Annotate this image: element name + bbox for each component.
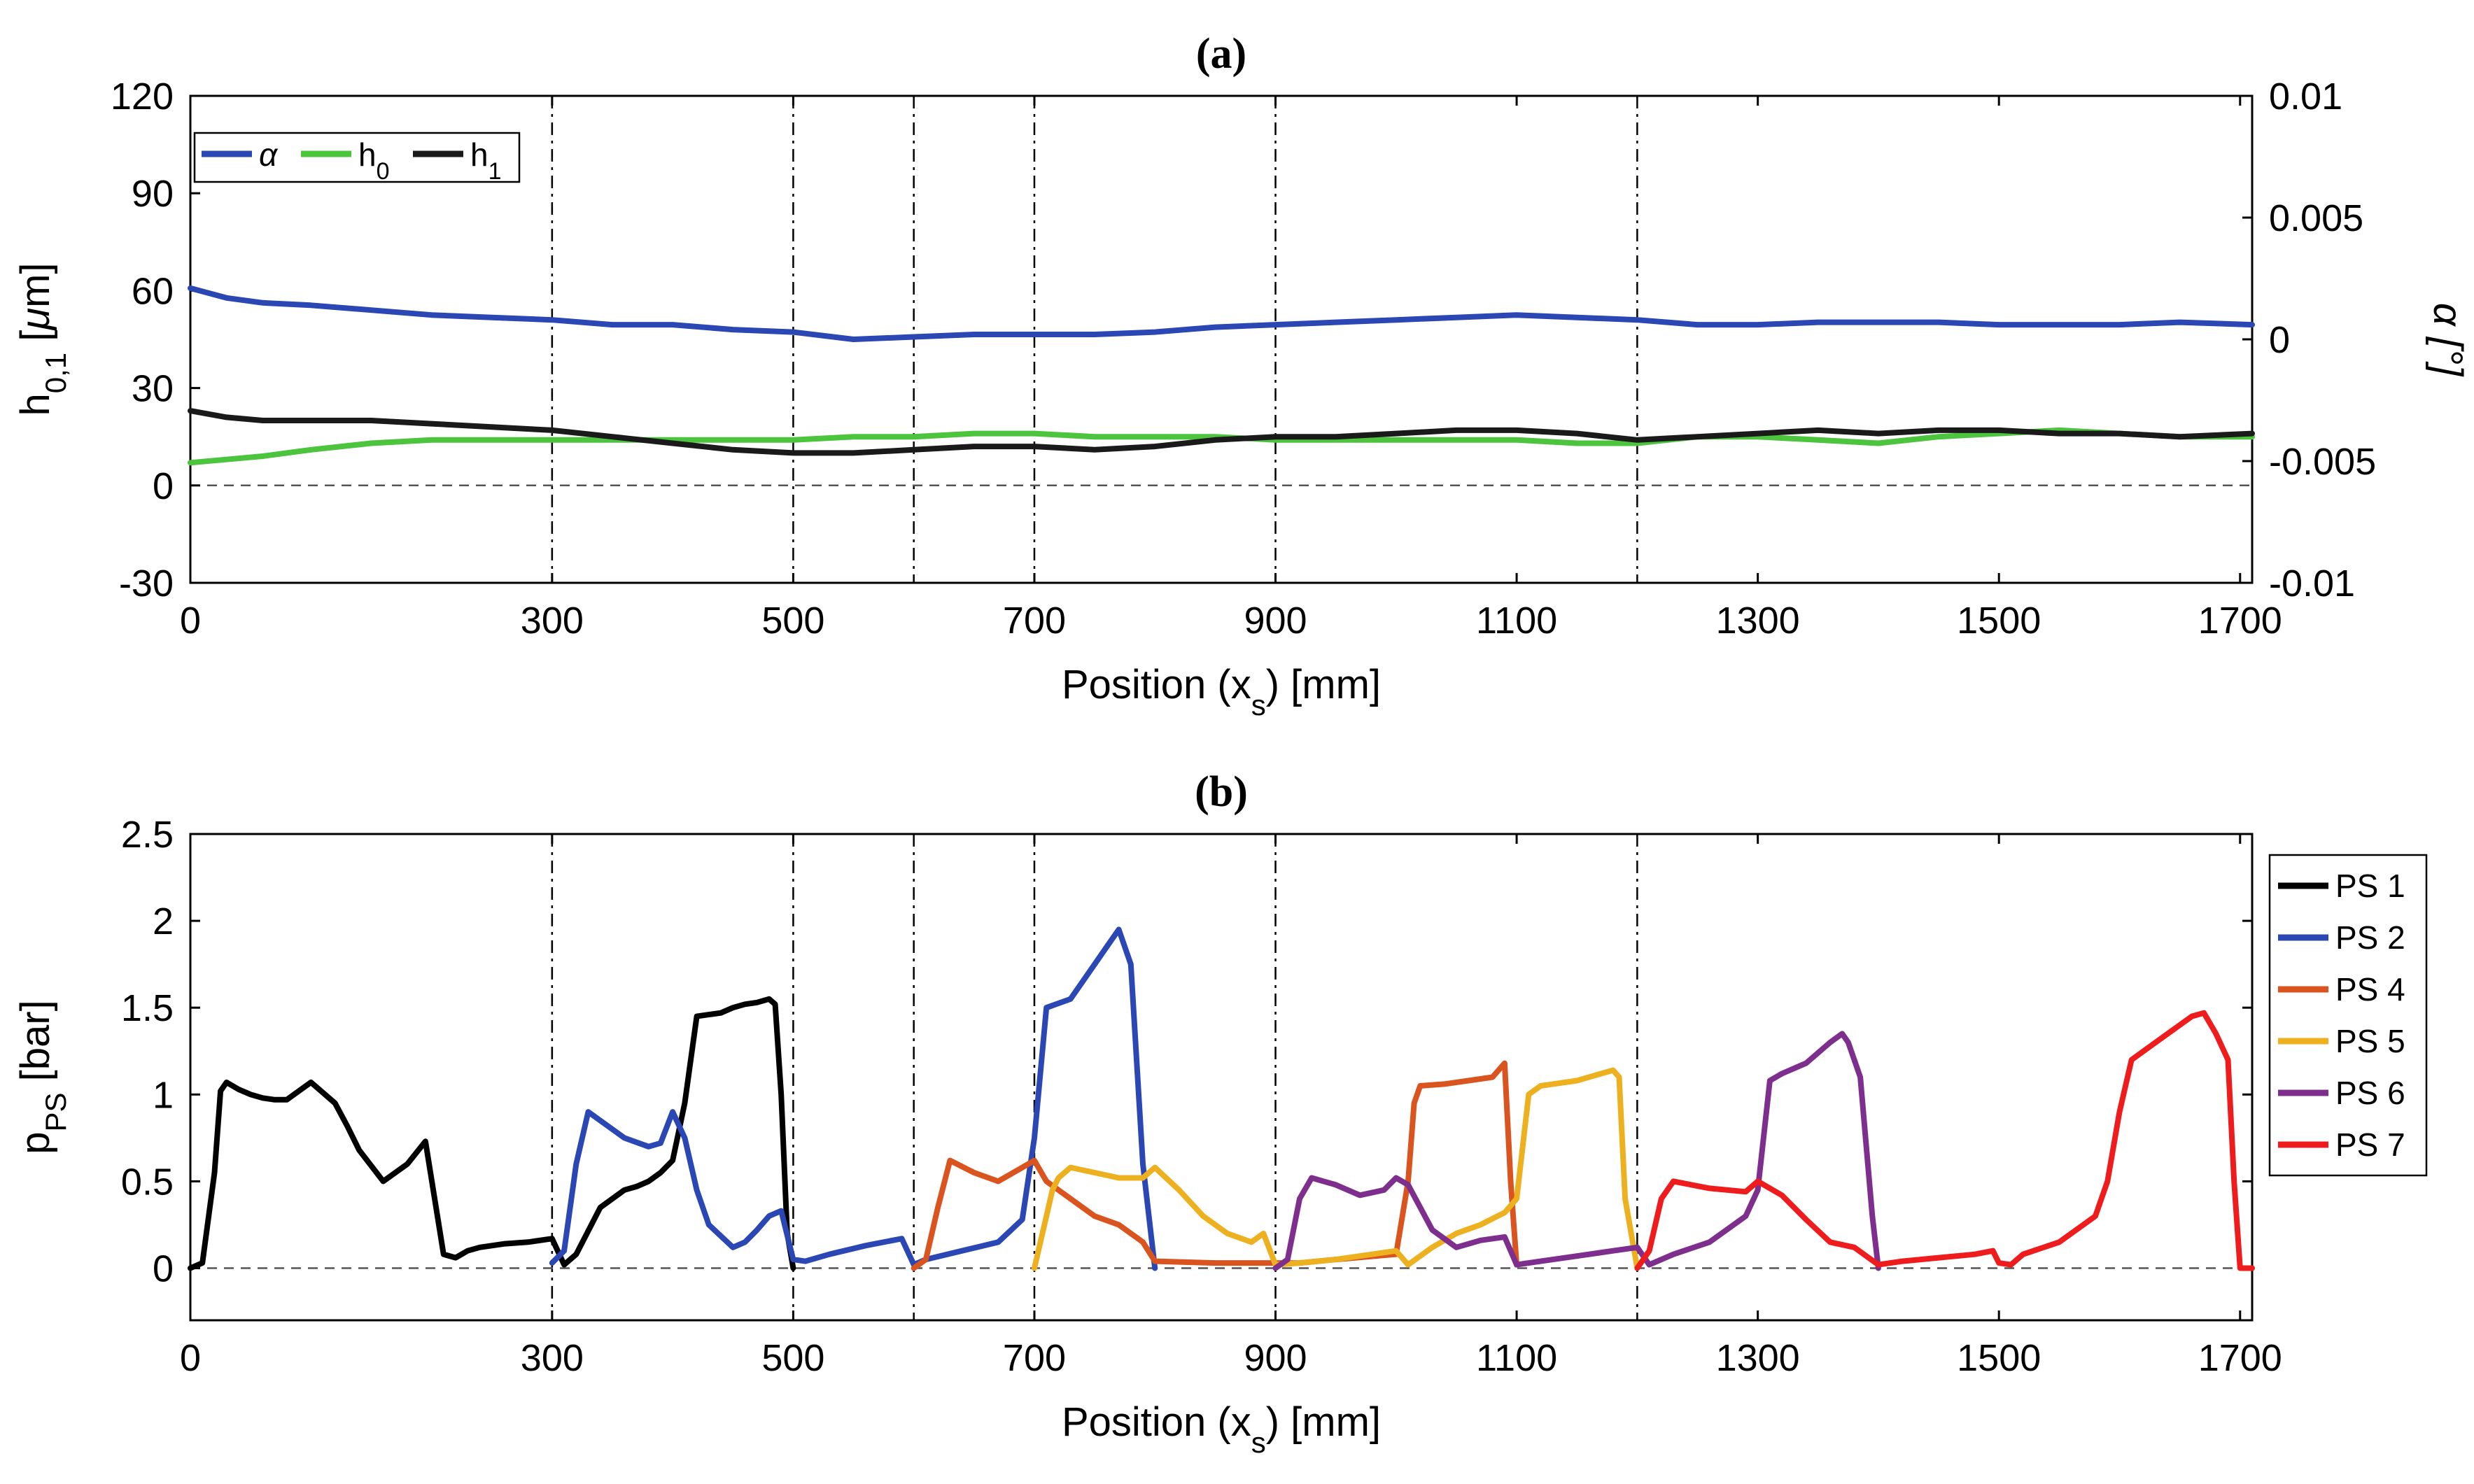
x-tick-label: 700 [1003,600,1066,642]
panel-a: (a)0 300 500 700 900 1100 1300 1500 1700-3003060… [13,30,2471,721]
y-tick-label: 0.5 [121,1161,174,1203]
legend-label: h1 [470,136,502,185]
y-tick-label: 0 [153,465,174,507]
legend-label: PS 7 [2335,1126,2405,1163]
y-right-tick-label: -0.005 [2269,441,2376,483]
x-tick-label: 500 [761,1337,824,1379]
x-tick-label: 900 [1244,1337,1307,1379]
y-right-tick-label: 0 [2269,319,2290,361]
y-tick-label: 2.5 [121,814,174,856]
x-tick-label: 1100 [1476,600,1557,642]
legend-label: h0 [358,136,390,185]
x-axis-label: Position (xs) [mm] [1062,1399,1381,1459]
y-axis-label: h0,1 [μm] [13,262,72,416]
y-right-tick-label: 0.005 [2269,197,2363,239]
panel-title: (b) [1195,768,1248,816]
x-tick-label: 1500 [1957,1337,2041,1379]
x-tick-label: 300 [521,600,584,642]
x-tick-label: 1700 [2198,600,2282,642]
legend-box [2268,854,2428,1177]
series-line-ps-5 [1032,1067,1640,1271]
y-tick-label: -30 [119,563,174,605]
x-tick-label: 500 [761,600,824,642]
series-line-h_0 [188,427,2255,466]
x-tick-label: 1700 [2198,1337,2282,1379]
series-line-α [188,285,2255,342]
y-tick-label: 120 [111,76,174,118]
series-line-h_1 [188,408,2255,456]
x-tick-label: 0 [180,1337,201,1379]
y-right-tick-label: -0.01 [2269,563,2355,605]
x-tick-label: 900 [1244,600,1307,642]
legend-label: PS 2 [2335,919,2405,956]
y-tick-label: 1 [153,1074,174,1116]
x-tick-label: 1300 [1716,1337,1800,1379]
y-tick-label: 60 [132,270,174,312]
x-tick-label: 1100 [1476,1337,1557,1379]
legend-label: PS 1 [2335,868,2405,904]
plot-frame [189,833,2254,1322]
legend: α h0 h1 [193,132,521,185]
legend-label: PS 4 [2335,971,2405,1008]
legend-box [193,132,521,183]
y-tick-label: 1.5 [121,987,174,1029]
panel-b: (b) 0 300 500 700 900 1100 1300 1500 1700 0 0.5 1 1.5… [13,768,2428,1459]
x-tick-label: 1500 [1957,600,2041,642]
x-tick-label: 0 [180,600,201,642]
y-tick-label: 0 [153,1248,174,1290]
legend-label: PS 6 [2335,1075,2405,1111]
series-line-ps-7 [1634,1010,2255,1271]
x-axis-label: Position (xs) [mm] [1062,662,1381,721]
series-line-ps-2 [549,926,1158,1271]
y-tick-label: 30 [132,368,174,410]
y-axis-label: pPS [bar] [13,1000,72,1154]
series-line-ps-4 [911,1060,1520,1271]
series-line-ps-1 [188,996,796,1271]
y-tick-label: 90 [132,173,174,215]
legend-label: PS 5 [2335,1023,2405,1059]
legend-label: α [259,136,279,173]
x-tick-label: 1300 [1716,600,1800,642]
y-right-axis-label: α [°] [2425,303,2471,378]
panel-title: (a) [1196,30,1246,78]
x-tick-label: 300 [521,1337,584,1379]
x-tick-label: 700 [1003,1337,1066,1379]
y-right-tick-label: 0.01 [2269,76,2342,118]
series-line-ps-6 [1272,1031,1881,1271]
y-tick-label: 2 [153,900,174,942]
legend: PS 1 PS 2 PS 4 PS 5 PS 6 PS 7 [2268,854,2428,1177]
